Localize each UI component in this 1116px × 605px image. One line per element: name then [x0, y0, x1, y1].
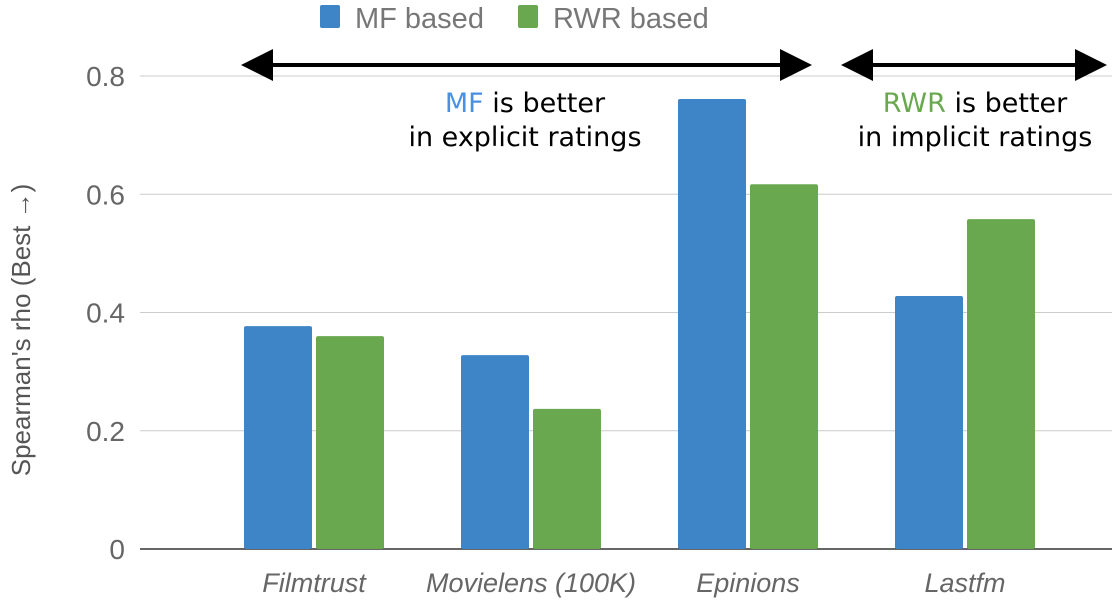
annotation-text: is better: [946, 88, 1068, 119]
annotation-highlight: RWR: [883, 88, 946, 119]
y-tick-label: 0.8: [86, 61, 125, 92]
x-category-label: Movielens (100K): [426, 568, 636, 598]
bar-mf: [678, 99, 746, 549]
bar-mf: [461, 355, 529, 549]
legend-label-rwr: RWR based: [553, 3, 709, 35]
x-category-label: Filmtrust: [262, 568, 367, 598]
y-axis-label: Spearman's rho (Best →): [6, 184, 36, 477]
bar-rwr: [967, 219, 1035, 549]
bar-rwr: [750, 184, 818, 550]
annotation-text: in explicit ratings: [408, 122, 641, 153]
y-tick-label: 0.6: [86, 179, 125, 210]
svg-text:RWR is better: RWR is better: [883, 88, 1068, 119]
annotation-highlight: MF: [445, 88, 484, 119]
x-category-label: Lastfm: [924, 568, 1005, 598]
legend-label-mf: MF based: [355, 3, 484, 35]
annotation-explicit: MF is better in explicit ratings: [408, 88, 641, 153]
annotation-implicit: RWR is better in implicit ratings: [858, 88, 1093, 153]
annotation-text: is better: [484, 88, 606, 119]
x-category-labels: Filmtrust Movielens (100K) Epinions Lastfm: [262, 568, 1005, 598]
bar-rwr: [533, 408, 601, 549]
legend-swatch-mf: [320, 5, 340, 28]
bar-mf: [244, 326, 312, 549]
legend: MF based RWR based: [320, 3, 709, 35]
y-tick-label: 0.2: [86, 416, 125, 447]
y-tick-labels: 0 0.2 0.4 0.6 0.8: [86, 61, 125, 565]
y-tick-label: 0.4: [86, 298, 125, 329]
x-category-label: Epinions: [696, 568, 800, 598]
y-tick-label: 0: [109, 534, 125, 565]
legend-swatch-rwr: [518, 5, 538, 28]
bars: [244, 99, 1035, 550]
svg-text:MF is better: MF is better: [445, 88, 606, 119]
bar-mf: [895, 295, 963, 549]
bar-rwr: [316, 336, 384, 549]
annotation-text: in implicit ratings: [858, 122, 1093, 153]
